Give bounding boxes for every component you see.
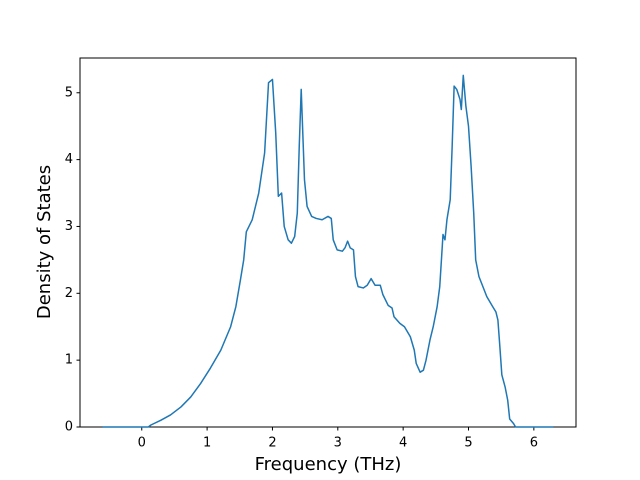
y-tick-label: 3 bbox=[65, 219, 73, 234]
y-axis-label: Density of States bbox=[34, 165, 55, 319]
x-tick-label: 4 bbox=[399, 436, 407, 451]
y-tick-label: 1 bbox=[65, 353, 73, 368]
x-tick-label: 0 bbox=[138, 436, 146, 451]
y-tick-label: 2 bbox=[65, 286, 73, 301]
y-tick-label: 0 bbox=[65, 420, 73, 435]
x-tick-label: 2 bbox=[268, 436, 276, 451]
x-tick-label: 3 bbox=[334, 436, 342, 451]
y-tick-label: 5 bbox=[65, 85, 73, 100]
x-axis-label: Frequency (THz) bbox=[255, 454, 402, 475]
x-tick-label: 5 bbox=[464, 436, 472, 451]
line-series bbox=[102, 74, 554, 428]
axes-frame bbox=[79, 57, 577, 428]
y-tick-label: 4 bbox=[65, 152, 73, 167]
x-tick-label: 1 bbox=[203, 436, 211, 451]
x-tick-label: 6 bbox=[530, 436, 538, 451]
